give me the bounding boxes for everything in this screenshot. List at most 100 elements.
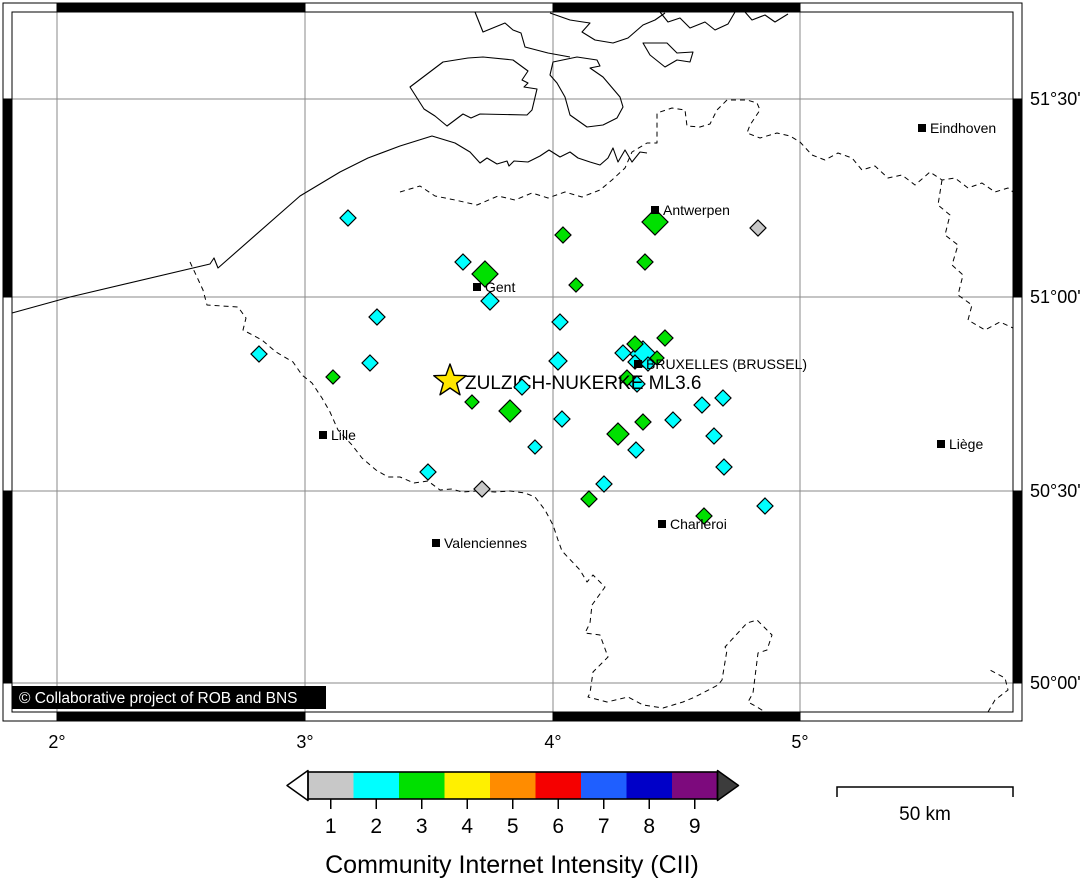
intensity-point-cii-2	[551, 313, 569, 331]
city-labels-layer: Eindhoven Antwerpen Gent BRUXELLES (BRUSSEL…	[319, 120, 996, 551]
city-marker	[918, 124, 926, 132]
intensity-point-cii-2	[715, 458, 733, 476]
map-area	[12, 12, 1013, 712]
colorbar-ticks: 1 2 3 4 5 6 7 8 9	[325, 799, 701, 838]
city-label: Antwerpen	[663, 202, 730, 218]
intensity-point-cii-2	[756, 497, 774, 515]
longitude-label: 4°	[544, 732, 561, 752]
frame-inner-rect	[11, 11, 1014, 713]
copyright-box: © Collaborative project of ROB and BNS	[12, 686, 326, 709]
colorbar-cell-8	[626, 772, 673, 799]
intensity-point-cii-2	[361, 354, 379, 372]
colorbar-tick-label: 3	[416, 815, 428, 838]
coastline-island-nw	[474, 11, 571, 58]
intensity-point-cii-2	[640, 356, 656, 372]
frame-segment-bottom-1	[57, 712, 305, 721]
intensity-point-cii-3	[568, 277, 584, 293]
latitude-label: 50°30'	[1030, 481, 1081, 501]
colorbar-tick-label: 6	[552, 815, 564, 838]
intensity-point-cii-2	[553, 410, 571, 428]
city-marker	[473, 283, 481, 291]
intensity-point-cii-3	[580, 490, 598, 508]
frame-segment-left-2	[3, 491, 12, 683]
coastline-island-tr1	[659, 11, 736, 31]
intensity-point-cii-3	[464, 394, 480, 410]
border-netherlands-east	[937, 179, 1014, 331]
intensity-point-cii-2	[454, 253, 472, 271]
intensity-point-cii-2	[714, 389, 732, 407]
colorbar-cell-4	[444, 772, 491, 799]
frame-segment-right-1	[1013, 99, 1022, 297]
intensity-point-cii-2	[513, 378, 531, 396]
colorbar-tick-label: 5	[507, 815, 519, 838]
epicenter-label: ZULZICH-NUKERKE ML3.6	[465, 373, 702, 394]
city-marker	[651, 206, 659, 214]
frame-segment-left-1	[3, 99, 12, 297]
longitude-label: 3°	[296, 732, 313, 752]
coastline-island-top	[549, 12, 666, 44]
frame-segment-top-2	[553, 3, 800, 12]
colorbar-tick-label: 9	[689, 815, 701, 838]
intensity-point-cii-3	[498, 399, 522, 423]
city-marker	[634, 360, 642, 368]
intensity-point-cii-2	[705, 427, 723, 445]
latitude-label: 50°00'	[1030, 673, 1081, 693]
copyright-background	[12, 686, 326, 709]
coastline-island-tr2	[744, 11, 789, 23]
frame-tick-marks	[3, 3, 1022, 721]
cii-colorbar: 1 2 3 4 5 6 7 8 9 Community Internet Intensity (…	[286, 769, 740, 879]
epicenter-star-icon	[433, 363, 467, 396]
coastline-layer	[11, 11, 789, 314]
longitude-label: 5°	[791, 732, 808, 752]
colorbar-cell-5	[490, 772, 536, 799]
coastline-mainland	[11, 135, 648, 314]
intensity-point-cii-3	[618, 369, 636, 387]
city-label: BRUXELLES (BRUSSEL)	[646, 356, 807, 372]
city-label: Gent	[485, 279, 515, 295]
longitude-label: 2°	[48, 732, 65, 752]
intensity-point-cii-2	[250, 345, 268, 363]
colorbar-title: Community Internet Intensity (CII)	[325, 851, 699, 879]
intensity-point-cii-3	[695, 507, 713, 525]
city-label: Lille	[331, 427, 356, 443]
frame-segment-right-2	[1013, 491, 1022, 683]
colorbar-cell-1	[308, 772, 354, 799]
coastline-island-ne	[642, 42, 694, 68]
coastline-island-zb	[549, 56, 624, 128]
intensity-point-cii-2	[527, 439, 543, 455]
intensity-point-cii-2	[339, 209, 357, 227]
colorbar-cell-3	[399, 772, 445, 799]
intensity-point-cii-2	[419, 463, 437, 481]
country-border-layer	[189, 99, 1014, 713]
intensity-point-cii-2	[664, 411, 682, 429]
border-france-belgium	[189, 261, 773, 713]
intensity-point-cii-2	[693, 396, 711, 414]
city-marker	[658, 520, 666, 528]
frame-outer-rect	[2, 2, 1023, 722]
intensity-point-cii-2	[595, 475, 613, 493]
city-label: Valenciennes	[444, 535, 527, 551]
frame-segment-top-1	[57, 3, 305, 12]
intensity-point-cii-3	[325, 369, 341, 385]
city-marker	[319, 431, 327, 439]
city-label: Eindhoven	[930, 120, 996, 136]
border-southeast	[987, 669, 1009, 713]
colorbar-tick-label: 2	[370, 815, 382, 838]
axis-labels: 2° 3° 4° 5° 51°30' 51°00' 50°30' 50°00'	[48, 89, 1080, 752]
copyright-text: © Collaborative project of ROB and BNS	[19, 690, 298, 707]
intensity-point-cii-1	[473, 480, 491, 498]
scale-bar-label: 50 km	[899, 804, 951, 825]
intensity-point-cii-2	[548, 351, 568, 371]
coastline-island-large	[409, 56, 538, 127]
city-label: Charleroi	[670, 516, 727, 532]
city-label: Liège	[949, 436, 983, 452]
colorbar-cell-7	[581, 772, 627, 799]
scale-bar-bracket	[836, 786, 1014, 797]
colorbar-cell-9	[672, 772, 718, 799]
city-marker	[432, 539, 440, 547]
scale-bar: 50 km	[836, 786, 1014, 825]
border-belgium-netherlands	[399, 99, 1014, 206]
intensity-point-cii-3	[634, 413, 652, 431]
colorbar-cell-2	[353, 772, 400, 799]
intensity-point-cii-3	[606, 422, 630, 446]
